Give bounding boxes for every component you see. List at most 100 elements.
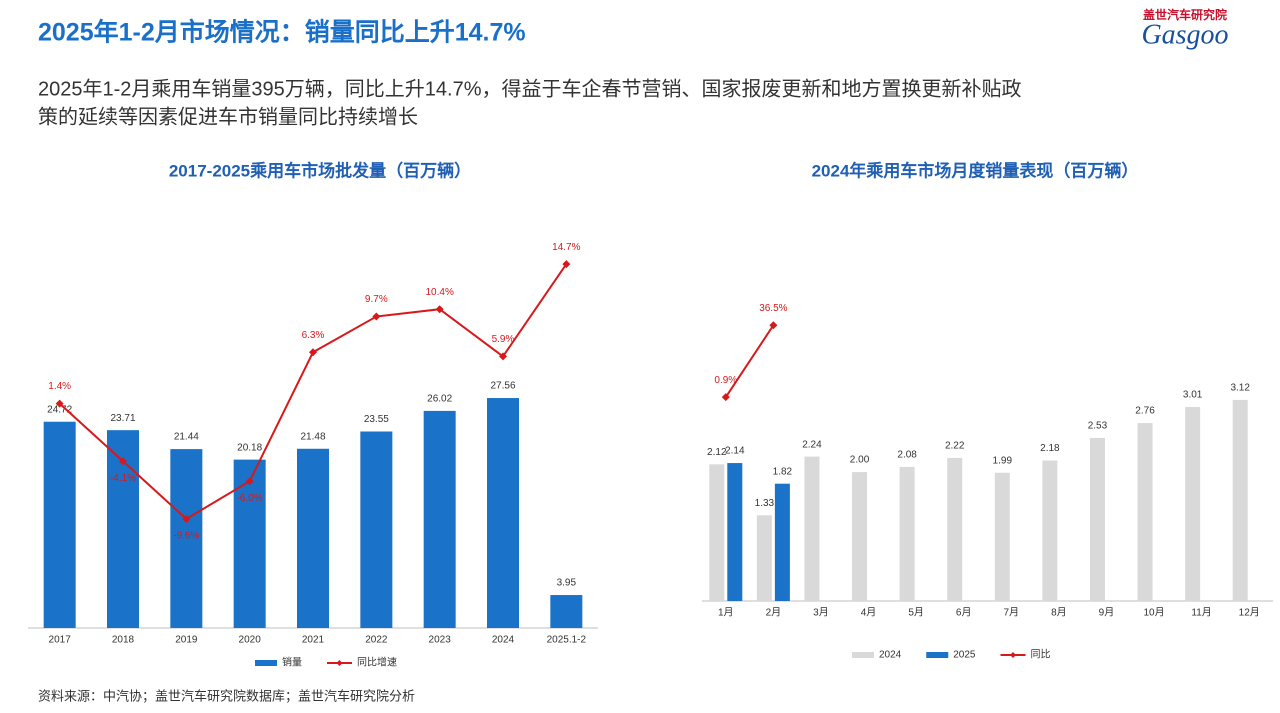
bar [1089,437,1105,601]
line-marker [721,393,730,402]
bar [1185,406,1201,601]
bar [804,456,820,601]
x-tick-label: 2017 [49,635,72,646]
bar [852,472,868,601]
bar-value-label: 23.71 [110,413,135,424]
x-tick-label: 3月 [813,607,829,619]
x-tick-label: 2月 [766,607,782,619]
bar-value-label: 24.72 [47,404,72,415]
logo-en: Gasgoo [1141,19,1228,50]
line-marker [309,348,317,357]
legend-label: 同比 [1031,649,1051,661]
x-tick-label: 8月 [1051,607,1067,619]
line-value-label: -9.6% [173,531,199,542]
bar-value-label: 2.18 [1040,443,1060,454]
bar-value-label: 1.33 [755,498,775,509]
x-tick-label: 9月 [1099,607,1115,619]
subtitle-line: 策的延续等因素促进车市销量同比持续增长 [38,105,418,128]
x-tick-label: 2019 [175,635,198,646]
line-marker [562,260,571,269]
bar-value-label: 3.12 [1230,383,1250,394]
bar-value-label: 2.24 [802,439,822,450]
bar [43,421,76,628]
bar [1137,423,1153,601]
x-tick-label: 1月 [718,607,734,619]
bar-value-label: 2.22 [945,441,965,452]
bar-value-label: 2.12 [707,447,727,458]
line-marker [769,321,778,330]
x-tick-label: 2018 [112,635,135,646]
bar-value-label: 2.08 [897,450,917,461]
line-value-label: 0.9% [714,375,737,386]
bar-value-label: 2.53 [1088,421,1108,432]
bar-value-label: 1.82 [773,466,793,477]
bar [170,449,203,628]
x-tick-label: 7月 [1004,607,1020,619]
source-note: 资料来源：中汽协；盖世汽车研究院数据库；盖世汽车研究院分析 [38,688,415,704]
bar [297,448,329,628]
chart-title: 2017-2025乘用车市场批发量（百万辆） [169,160,471,180]
line-marker [245,477,254,486]
bar-value-label: 26.02 [427,394,452,405]
legend-swatch [852,652,874,658]
bar-value-label: 3.95 [557,578,577,589]
line-marker [435,305,444,314]
bar [709,464,725,601]
logo-cn: 盖世汽车研究院 [1143,7,1227,22]
legend-label: 销量 [282,656,302,669]
bar [774,483,790,601]
x-tick-label: 2020 [239,635,262,646]
line-marker [182,514,191,523]
x-tick-label: 12月 [1239,607,1260,619]
line-value-label: 5.9% [492,334,515,345]
legend-label: 2025 [953,650,976,661]
bar [550,595,583,628]
x-tick-label: 2023 [429,635,452,646]
line-value-label: 9.7% [365,294,388,305]
bar [756,515,772,601]
line-value-label: -6.0% [237,493,263,504]
line-value-label: 36.5% [759,303,787,314]
bar-value-label: 21.44 [174,432,199,443]
legend-swatch [255,660,277,666]
bar [423,410,456,628]
bar-value-label: 2.76 [1135,406,1155,417]
bar [1042,460,1058,601]
subtitle-line: 2025年1-2月乘用车销量395万辆，同比上升14.7%，得益于车企春节营销、… [38,77,1021,100]
bar [994,472,1010,601]
line-value-label: 1.4% [48,381,71,392]
legend-label: 同比增速 [357,656,397,669]
bar-value-label: 27.56 [490,381,515,392]
x-tick-label: 10月 [1143,607,1164,619]
bar-value-label: 1.99 [993,455,1013,466]
bar [947,457,963,601]
chart-title: 2024年乘用车市场月度销量表现（百万辆） [812,160,1139,180]
x-tick-label: 5月 [908,607,924,619]
x-tick-label: 2025.1-2 [547,635,587,646]
x-tick-label: 2021 [302,635,325,646]
x-tick-label: 4月 [861,607,877,619]
line-series [724,324,775,398]
bar-value-label: 2.00 [850,455,870,466]
line-marker [499,352,507,361]
line-marker [119,457,127,466]
line-value-label: 6.3% [302,330,325,341]
legend-marker [1010,652,1016,658]
bar-value-label: 2.14 [725,446,745,457]
bar-value-label: 23.55 [364,414,389,425]
bar-value-label: 20.18 [237,442,262,453]
x-tick-label: 6月 [956,607,972,619]
line-value-label: 10.4% [425,287,453,298]
slide-title: 2025年1-2月市场情况：销量同比上升14.7% [38,18,526,47]
legend-label: 2024 [879,650,902,661]
legend-swatch [926,652,949,658]
x-tick-label: 11月 [1191,607,1211,619]
bar [899,466,915,601]
bar [727,463,743,601]
x-tick-label: 2024 [492,635,515,646]
bar [487,398,519,628]
bar-value-label: 3.01 [1183,390,1203,401]
bar [360,431,393,628]
line-value-label: -4.1% [110,473,136,484]
